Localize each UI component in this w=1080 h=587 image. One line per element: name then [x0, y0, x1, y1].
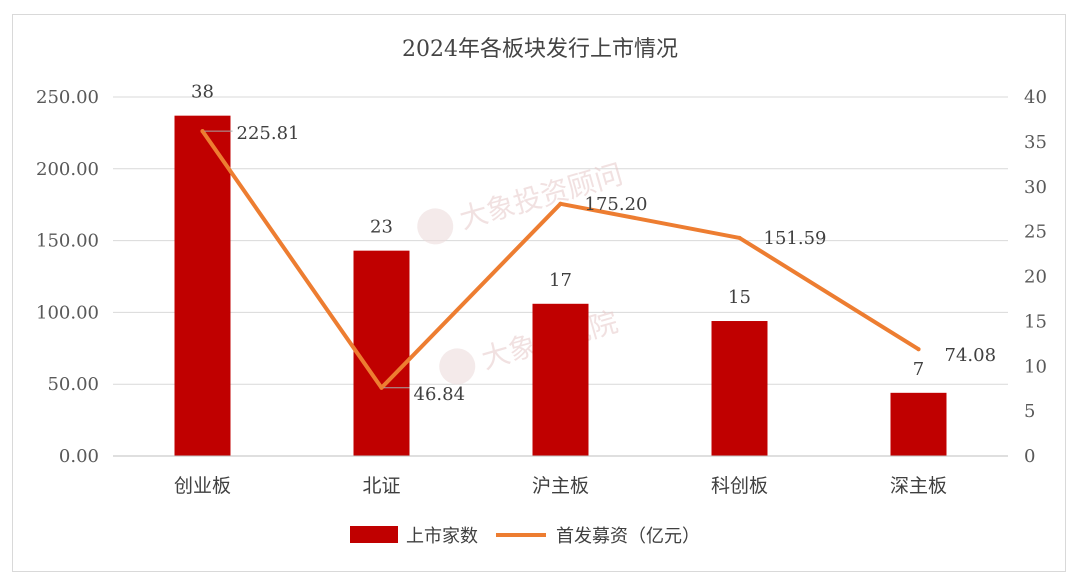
- bar-value-label: 7: [913, 359, 924, 380]
- bar: [353, 250, 410, 456]
- line-value-label: 74.08: [945, 345, 997, 366]
- category-label: 创业板: [174, 475, 231, 497]
- chart-title: 2024年各板块发行上市情况: [402, 37, 678, 62]
- line-value-label: 175.20: [585, 194, 648, 215]
- legend-bar-label: 上市家数: [406, 526, 478, 547]
- axes: 0.00 50.00 100.00 150.00 200.00 250.00 0 5 10 15 2…: [36, 87, 1047, 497]
- category-label: 北证: [362, 475, 400, 497]
- line-point: [558, 201, 563, 206]
- data-labels: 38 23 17 15 7 225.81 46.84 175.20 151.59 74.08: [191, 82, 996, 405]
- right-tick-label: 30: [1024, 177, 1047, 198]
- right-tick-label: 5: [1024, 401, 1035, 422]
- line-point: [916, 347, 921, 352]
- right-tick-label: 15: [1024, 311, 1047, 332]
- category-label: 深主板: [890, 475, 947, 497]
- watermarks: 大象投资顾问大象研究院: [417, 158, 626, 385]
- line-value-label: 225.81: [237, 123, 300, 144]
- category-label: 科创板: [711, 475, 768, 497]
- bar: [174, 115, 231, 456]
- bar-value-label: 38: [191, 82, 214, 103]
- watermark-logo-icon: [417, 208, 454, 245]
- legend-line-label: 首发募资（亿元）: [556, 526, 700, 547]
- left-tick-label: 50.00: [47, 374, 99, 395]
- line-point: [200, 129, 205, 134]
- left-tick-label: 250.00: [36, 87, 99, 108]
- bar: [890, 392, 947, 456]
- watermark-logo-icon: [439, 348, 476, 385]
- line-series: [200, 129, 921, 390]
- bar-value-label: 15: [728, 287, 751, 308]
- left-tick-label: 200.00: [36, 159, 99, 180]
- line-point: [737, 235, 742, 240]
- bar: [532, 303, 589, 456]
- right-tick-label: 35: [1024, 132, 1047, 153]
- line-point: [379, 385, 384, 390]
- legend-bar-swatch: [350, 526, 398, 543]
- bar-value-label: 17: [549, 270, 572, 291]
- right-tick-label: 40: [1024, 87, 1047, 108]
- legend: 上市家数 首发募资（亿元）: [350, 526, 700, 547]
- line-value-label: 151.59: [764, 228, 827, 249]
- right-tick-label: 0: [1024, 446, 1035, 467]
- right-tick-label: 25: [1024, 222, 1047, 243]
- watermark: 大象研究院: [439, 305, 622, 385]
- left-tick-label: 150.00: [36, 231, 99, 252]
- right-tick-label: 10: [1024, 356, 1047, 377]
- bar: [711, 321, 768, 456]
- bar-series: [174, 115, 947, 456]
- left-tick-label: 100.00: [36, 302, 99, 323]
- right-tick-label: 20: [1024, 267, 1047, 288]
- left-tick-label: 0.00: [59, 446, 99, 467]
- bar-value-label: 23: [370, 217, 393, 238]
- category-label: 沪主板: [532, 475, 589, 497]
- line-value-label: 46.84: [414, 384, 466, 405]
